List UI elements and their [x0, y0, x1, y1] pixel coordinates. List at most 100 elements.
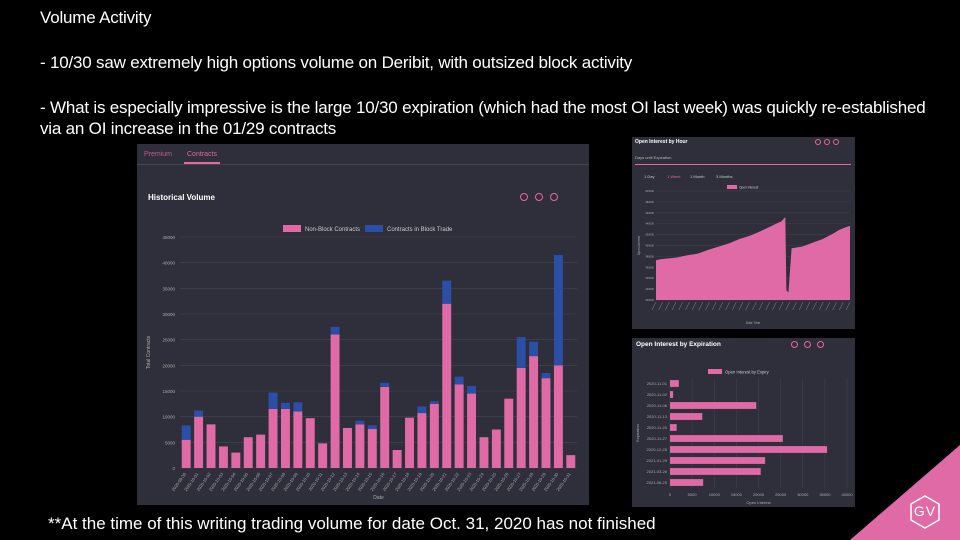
bar-non-block [467, 393, 477, 468]
tab-contracts[interactable]: Contracts [187, 151, 217, 158]
y-tick-label: 2020-11-02 [647, 392, 668, 397]
bar-non-block [343, 427, 352, 468]
bar-non-block [566, 455, 576, 468]
bar-open-interest [670, 446, 828, 453]
bar-non-block [268, 408, 278, 468]
bar-non-block [380, 386, 390, 468]
download-icon[interactable] [550, 193, 558, 201]
range-1-week[interactable]: 1 Week [667, 174, 681, 179]
y-tick-label: 400000 [645, 244, 654, 248]
y-tick-label: 2020-12-25 [647, 447, 668, 452]
range-1-month[interactable]: 1 Month [690, 174, 705, 179]
historical-volume-panel: Premium Contracts Historical Volume 0 500… [137, 144, 589, 505]
x-tick-label: 20000 [753, 492, 765, 497]
oi-exp-download-icon[interactable] [817, 341, 824, 348]
bar-non-block [479, 437, 489, 468]
bar-non-block [231, 452, 241, 468]
bar-non-block [516, 367, 526, 468]
legend-label-block: Contracts in Block Trade [387, 227, 453, 233]
bar-block [293, 402, 303, 412]
x-tick-mark [772, 301, 777, 311]
x-tick-mark [685, 301, 690, 311]
tab-active-underline [184, 162, 220, 164]
days-until-expiration-field[interactable]: Days until Expiration [635, 155, 672, 160]
range-3-months[interactable]: 3 Months [716, 174, 733, 179]
oi-hour-zoom-in-icon[interactable] [815, 139, 821, 145]
y-tick-label: 25000 [162, 338, 175, 343]
x-tick-mark [651, 301, 657, 311]
y-tick-label: 2020-11-01 [647, 381, 668, 386]
x-tick-mark [765, 301, 770, 311]
y-tick-label: 460000 [645, 211, 654, 215]
tab-divider [137, 164, 589, 165]
bar-non-block [194, 416, 204, 468]
x-tick-mark [698, 301, 704, 311]
bar-non-block [293, 411, 303, 468]
x-tick-mark [658, 301, 663, 311]
x-tick-mark [805, 301, 811, 311]
bar-non-block [541, 378, 551, 468]
x-tick-mark [725, 301, 730, 311]
y-tick-label: 5000 [165, 440, 176, 445]
y-tick-label: 360000 [645, 265, 654, 269]
x-tick-label: 15000 [731, 492, 743, 497]
x-tick-mark [738, 301, 744, 311]
y-tick-label: 2020-11-20 [647, 425, 668, 430]
bar-open-interest [670, 435, 783, 442]
x-tick-mark [705, 301, 710, 311]
oi-hour-zoom-out-icon[interactable] [824, 139, 830, 145]
legend-swatch-oi-expiry [708, 369, 722, 374]
gv-logo: GV [908, 495, 942, 529]
oi-exp-zoom-out-icon[interactable] [804, 341, 811, 348]
bar-block [355, 420, 365, 425]
bar-block [268, 392, 278, 409]
legend-label-oi-expiry: Open Interest by Expiry [725, 370, 770, 375]
y-tick-label: 420000 [645, 233, 654, 237]
bar-open-interest [670, 391, 674, 398]
bar-open-interest [670, 380, 679, 387]
oi-hour-download-icon[interactable] [833, 139, 839, 145]
zoom-in-icon[interactable] [520, 193, 528, 201]
bar-non-block [417, 413, 427, 468]
range-1-day[interactable]: 1 Day [644, 174, 655, 179]
bar-non-block [429, 403, 439, 468]
bar-non-block [218, 446, 228, 468]
bar-open-interest [670, 479, 704, 486]
x-tick-mark [832, 301, 837, 311]
oi-by-hour-chart: 300000 320000 340000 360000 380000 400000 4200… [637, 185, 851, 325]
x-axis-label: Date [373, 495, 384, 501]
bar-open-interest [670, 402, 757, 409]
x-tick-mark [678, 301, 683, 311]
bar-non-block [256, 434, 266, 468]
x-tick-mark [792, 301, 797, 311]
x-tick-mark [711, 301, 717, 311]
y-tick-label: 2021-06-25 [647, 480, 668, 485]
x-tick-mark [758, 301, 764, 311]
bar-non-block [553, 365, 563, 468]
y-tick-label: 480000 [645, 200, 654, 204]
y-axis-label: Open Interest [637, 236, 641, 255]
y-tick-label: 2020-11-27 [647, 436, 668, 441]
y-tick-label: 20000 [162, 363, 175, 368]
bar-non-block [392, 450, 402, 468]
zoom-out-icon[interactable] [535, 193, 543, 201]
bar-block [417, 406, 427, 414]
bullet-block-activity: - 10/30 saw extremely high options volum… [40, 53, 633, 72]
oi-exp-title: Open Interest by Expiration [636, 341, 721, 348]
bar-open-interest [670, 457, 766, 464]
bar-non-block [330, 334, 340, 468]
legend-label-open-interest: Open Interest [739, 186, 758, 190]
oi-exp-zoom-in-icon[interactable] [791, 341, 798, 348]
x-tick-mark [798, 301, 804, 311]
oi-by-hour-panel: Open Interest by Hour Days until Expirat… [632, 137, 855, 329]
chart-title: Historical Volume [148, 193, 215, 202]
bar-block [194, 410, 204, 417]
tab-premium[interactable]: Premium [144, 151, 173, 158]
oi-hour-title: Open Interest by Hour [635, 139, 688, 145]
x-tick-mark [691, 301, 697, 311]
x-tick-mark [839, 301, 844, 311]
brand-corner-triangle [850, 445, 960, 540]
bar-non-block [405, 417, 414, 468]
legend-swatch-non-block [283, 225, 301, 232]
bar-non-block [206, 424, 216, 468]
